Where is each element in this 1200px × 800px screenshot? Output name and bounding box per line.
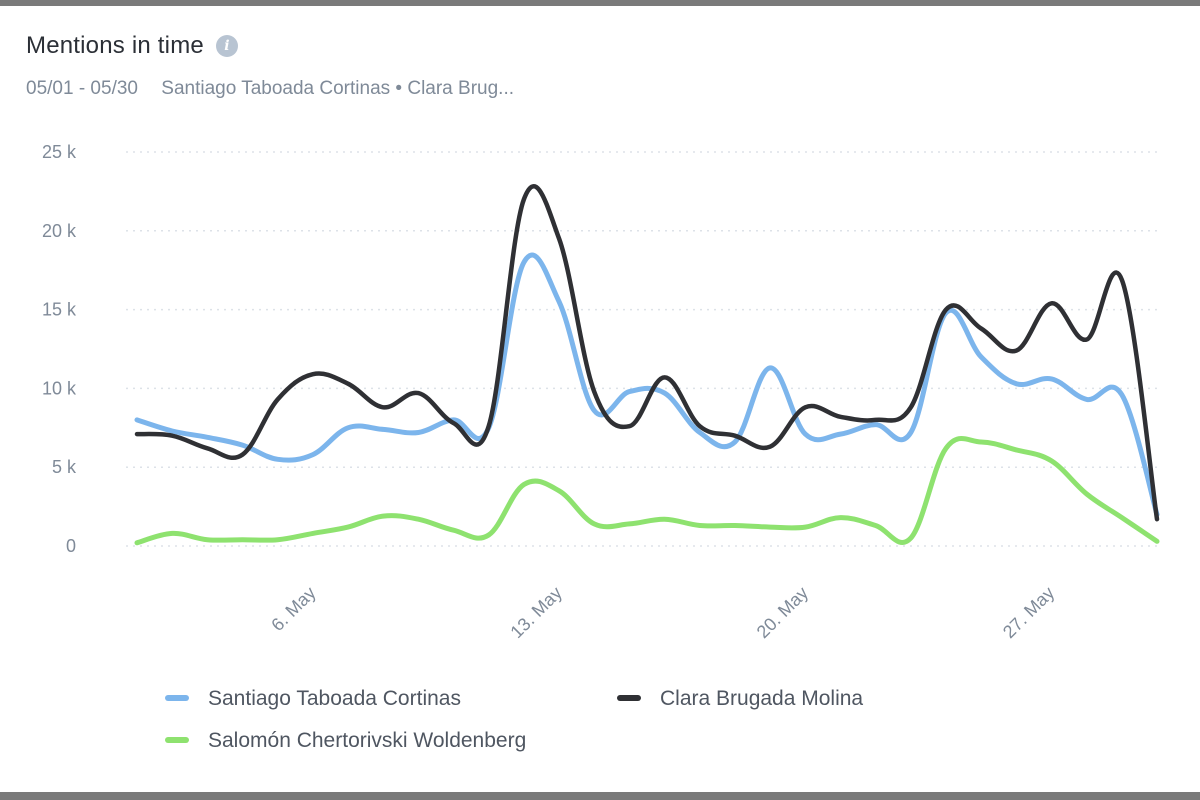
y-tick-label: 15 k (42, 300, 77, 320)
series-lines (134, 184, 1160, 546)
y-tick-label: 5 k (52, 457, 77, 477)
legend-label[interactable]: Santiago Taboada Cortinas (208, 687, 461, 710)
info-icon[interactable]: i (215, 35, 238, 57)
widget-header: Mentions in time i (26, 32, 238, 60)
series-line-3 (134, 436, 1160, 546)
series-line-2 (134, 184, 1160, 522)
candidates-summary[interactable]: Santiago Taboada Cortinas • Clara Brug..… (161, 78, 514, 99)
chart-legend: Santiago Taboada Cortinas Clara Brugada M… (165, 687, 863, 752)
y-axis-ticks: 0 5 k 10 k 15 k 20 k 25 k (42, 142, 77, 556)
y-tick-label: 0 (66, 536, 76, 556)
x-tick-label: 27. May (999, 583, 1058, 642)
x-tick-label: 13. May (506, 583, 565, 642)
date-range: 05/01 - 05/30 (26, 78, 138, 99)
chart-subtitle: 05/01 - 05/30 Santiago Taboada Cortinas … (26, 78, 514, 100)
legend-label[interactable]: Salomón Chertorivski Woldenberg (208, 729, 526, 752)
legend-label[interactable]: Clara Brugada Molina (660, 687, 863, 710)
x-axis-ticks: 6. May 13. May 20. May 27. May (267, 583, 1058, 642)
screenshot-frame-top (0, 0, 1200, 6)
y-tick-label: 20 k (42, 221, 77, 241)
y-tick-label: 25 k (42, 142, 77, 162)
y-tick-label: 10 k (42, 378, 77, 398)
x-tick-label: 20. May (753, 583, 812, 642)
x-tick-label: 6. May (267, 583, 319, 635)
chart-title: Mentions in time (26, 32, 204, 59)
title-row: Mentions in time i (26, 32, 238, 60)
screenshot-frame-bottom (0, 792, 1200, 800)
